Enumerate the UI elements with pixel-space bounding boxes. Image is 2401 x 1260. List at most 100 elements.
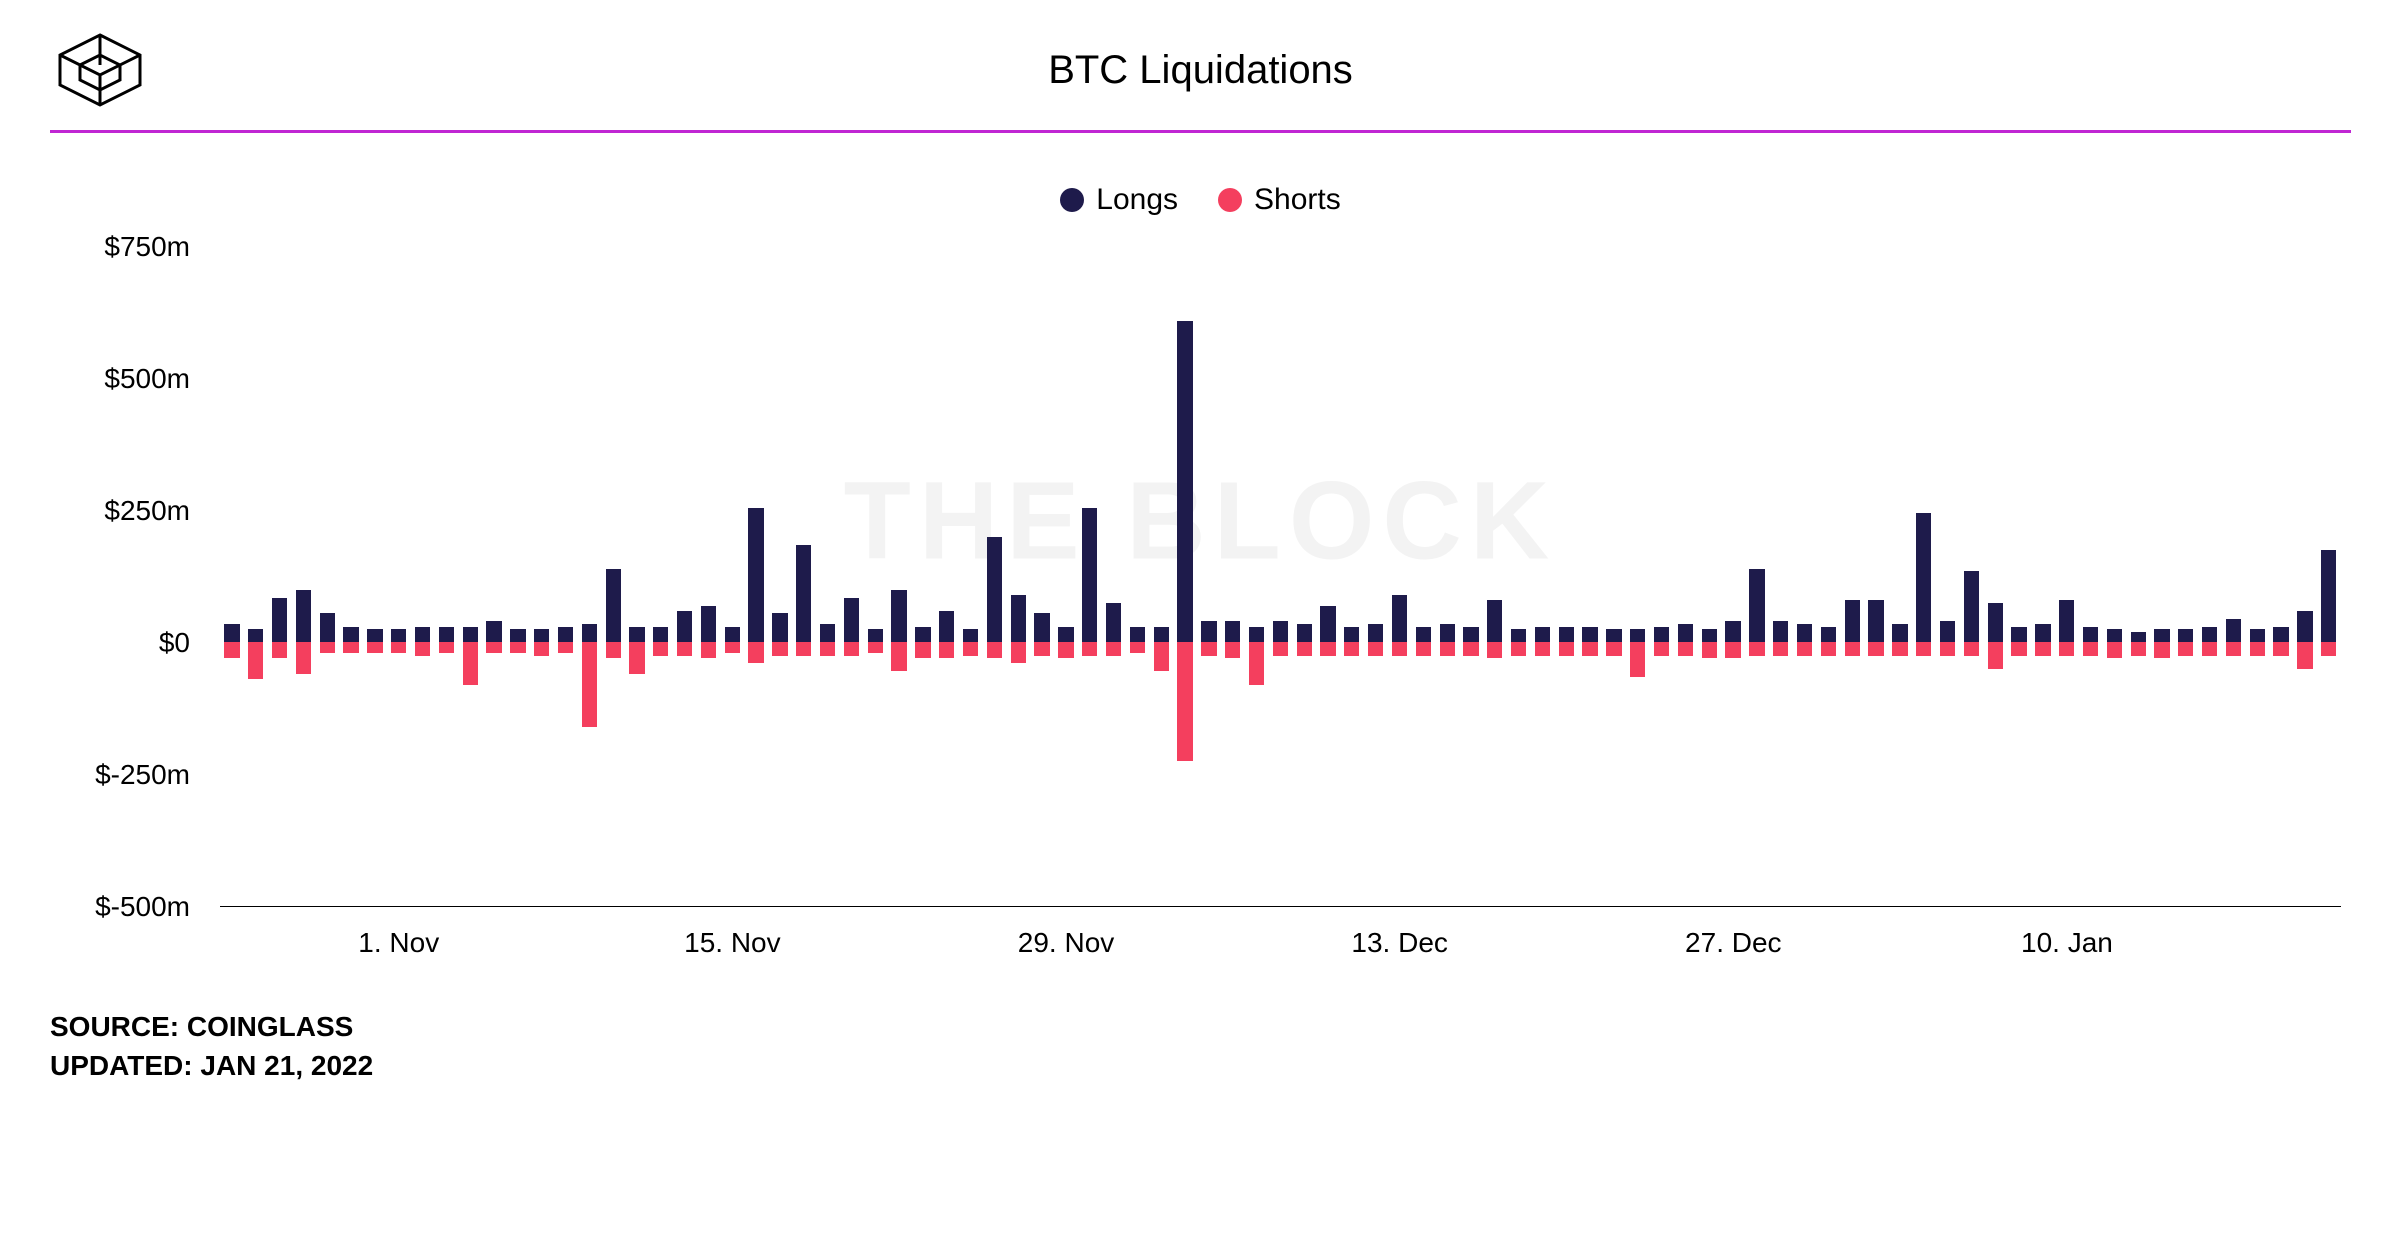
bar-short [2131,642,2146,655]
header-divider [50,130,2351,133]
x-tick-label: 10. Jan [2021,927,2113,959]
bar-long [391,629,406,642]
bar-group [1984,247,2006,906]
bar-long [510,629,525,642]
bar-long [653,627,668,643]
y-axis: $750m$500m$250m$0$-250m$-500m [60,247,190,967]
bar-short [2273,642,2288,655]
bar-short [2321,642,2336,655]
bar-short [1988,642,2003,668]
bar-long [820,624,835,642]
bar-group [817,247,839,906]
bar-group [936,247,958,906]
y-tick-label: $750m [104,231,190,263]
bar-short [2059,642,2074,655]
bar-long [2059,600,2074,642]
bar-long [1868,600,1883,642]
bar-short [2250,642,2265,655]
bar-short [1344,642,1359,655]
bar-group [888,247,910,906]
bar-short [558,642,573,653]
bar-group [1794,247,1816,906]
bar-long [343,627,358,643]
bar-group [1770,247,1792,906]
bar-short [987,642,1002,658]
bar-short [796,642,811,655]
bar-group [1817,247,1839,906]
bar-long [272,598,287,643]
bar-group [459,247,481,906]
bar-long [748,508,763,642]
bar-long [1940,621,1955,642]
bar-group [483,247,505,906]
bar-long [2011,627,2026,643]
bar-short [1297,642,1312,655]
bar-group [698,247,720,906]
bar-long [868,629,883,642]
bar-group [1341,247,1363,906]
bar-group [1031,247,1053,906]
bar-long [677,611,692,643]
bar-group [2318,247,2340,906]
source-line: SOURCE: COINGLASS [50,1007,2351,1046]
bar-short [606,642,621,658]
bar-group [388,247,410,906]
bar-long [987,537,1002,642]
bar-group [984,247,1006,906]
bar-long [1440,624,1455,642]
bar-long [2083,627,2098,643]
bar-group [2127,247,2149,906]
bar-long [1559,627,1574,643]
bar-group [650,247,672,906]
bar-short [1011,642,1026,663]
updated-line: UPDATED: JAN 21, 2022 [50,1046,2351,1085]
bar-long [1630,629,1645,642]
bar-short [1606,642,1621,655]
bar-long [1463,627,1478,643]
x-axis: 1. Nov15. Nov29. Nov13. Dec27. Dec10. Ja… [220,917,2341,967]
bar-long [1368,624,1383,642]
bar-group [1484,247,1506,906]
bar-long [1011,595,1026,642]
bar-group [2246,247,2268,906]
bar-long [2202,627,2217,643]
bar-long [1582,627,1597,643]
bar-group [1913,247,1935,906]
bar-group [1126,247,1148,906]
bar-group [1889,247,1911,906]
bar-group [507,247,529,906]
x-tick-label: 29. Nov [1018,927,1115,959]
bar-long [2297,611,2312,643]
bar-short [1821,642,1836,655]
bar-group [1365,247,1387,906]
chart-legend: Longs Shorts [0,183,2401,217]
bar-short [1749,642,1764,655]
bar-group [292,247,314,906]
legend-dot-longs [1060,188,1084,212]
source-value: COINGLASS [187,1011,353,1042]
bar-short [1582,642,1597,655]
bar-group [435,247,457,906]
bar-group [2270,247,2292,906]
y-tick-label: $-250m [95,759,190,791]
bar-long [558,627,573,643]
bar-long [963,629,978,642]
bar-short [1154,642,1169,671]
bar-long [1344,627,1359,643]
bar-group [793,247,815,906]
bar-group [912,247,934,906]
bar-short [367,642,382,653]
bar-short [1892,642,1907,655]
bar-long [2226,619,2241,643]
bar-short [2297,642,2312,668]
bar-long [1297,624,1312,642]
bar-long [939,611,954,643]
bar-short [868,642,883,653]
bar-short [2178,642,2193,655]
bar-short [343,642,358,653]
bar-long [1249,627,1264,643]
bar-group [1675,247,1697,906]
bar-short [439,642,454,653]
bar-group [1412,247,1434,906]
bar-short [1273,642,1288,655]
